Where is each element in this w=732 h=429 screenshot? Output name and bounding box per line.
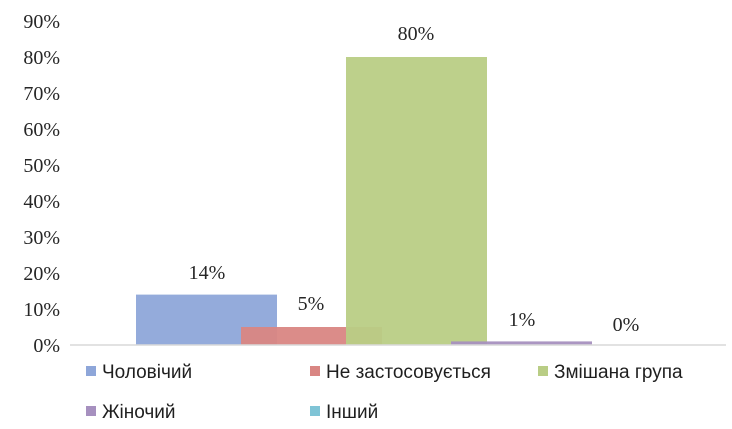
y-tick-label: 60% bbox=[23, 119, 60, 141]
y-tick-label: 10% bbox=[23, 299, 60, 321]
data-label: 0% bbox=[613, 314, 640, 336]
legend: Чоловічий Не застосовується Змішана група Ж… bbox=[86, 362, 683, 423]
data-label: 1% bbox=[509, 309, 536, 331]
data-labels: 14% 5% 80% 1% 0% bbox=[189, 23, 640, 336]
data-label: 80% bbox=[398, 23, 435, 45]
legend-label: Не застосовується bbox=[326, 362, 491, 383]
y-tick-label: 80% bbox=[23, 47, 60, 69]
legend-swatch bbox=[86, 406, 96, 416]
data-label: 5% bbox=[298, 293, 325, 315]
y-tick-label: 30% bbox=[23, 227, 60, 249]
legend-label: Чоловічий bbox=[102, 362, 192, 383]
legend-swatch bbox=[310, 366, 320, 376]
y-tick-label: 0% bbox=[33, 335, 60, 357]
legend-label: Змішана група bbox=[554, 362, 683, 383]
legend-label: Жіночий bbox=[102, 402, 176, 423]
y-tick-label: 40% bbox=[23, 191, 60, 213]
y-axis: 0% 10% 20% 30% 40% 50% 60% 70% 80% 90% bbox=[23, 11, 60, 357]
legend-label: Інший bbox=[326, 402, 378, 423]
y-tick-label: 70% bbox=[23, 83, 60, 105]
y-tick-label: 20% bbox=[23, 263, 60, 285]
legend-swatch bbox=[86, 366, 96, 376]
legend-swatch bbox=[538, 366, 548, 376]
legend-swatch bbox=[310, 406, 320, 416]
y-tick-label: 50% bbox=[23, 155, 60, 177]
data-label: 14% bbox=[189, 262, 226, 284]
bars bbox=[136, 57, 592, 345]
y-tick-label: 90% bbox=[23, 11, 60, 33]
bar bbox=[451, 341, 592, 345]
bar bbox=[346, 57, 487, 345]
